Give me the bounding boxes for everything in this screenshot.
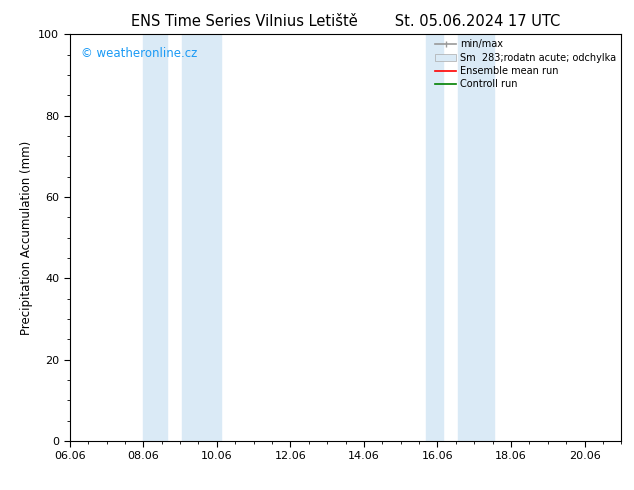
Bar [182,34,221,441]
Text: © weatheronline.cz: © weatheronline.cz [81,47,197,59]
Bar [143,34,167,441]
Bar [458,34,495,441]
Title: ENS Time Series Vilnius Letiště        St. 05.06.2024 17 UTC: ENS Time Series Vilnius Letiště St. 05.0… [131,14,560,29]
Y-axis label: Precipitation Accumulation (mm): Precipitation Accumulation (mm) [20,141,33,335]
Bar [427,34,443,441]
Legend: min/max, Sm  283;rodatn acute; odchylka, Ensemble mean run, Controll run: min/max, Sm 283;rodatn acute; odchylka, … [433,37,618,91]
